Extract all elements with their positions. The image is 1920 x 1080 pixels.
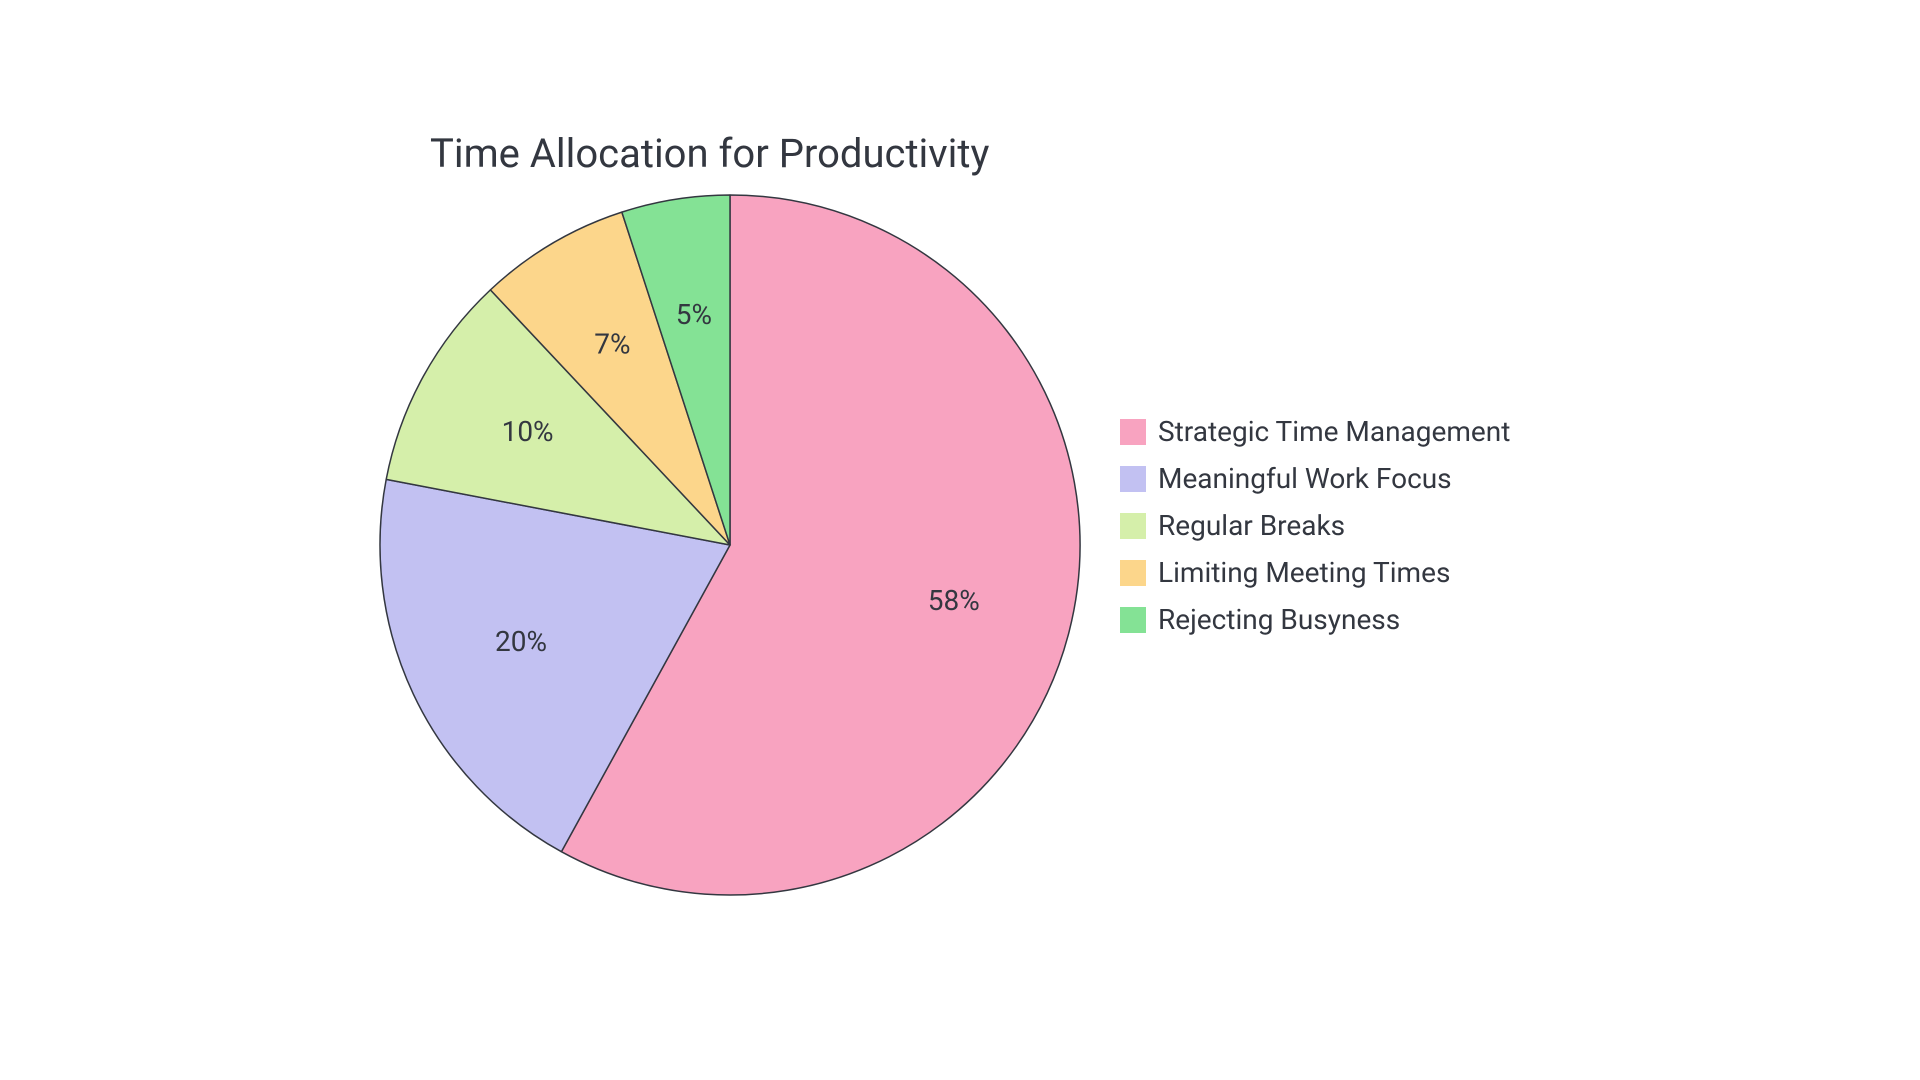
legend-item: Meaningful Work Focus <box>1120 462 1510 495</box>
legend-item: Limiting Meeting Times <box>1120 556 1510 589</box>
pie-slice-label: 20% <box>495 625 547 658</box>
legend-label: Limiting Meeting Times <box>1158 556 1450 589</box>
legend-swatch <box>1120 560 1146 586</box>
pie-slice-label: 58% <box>928 584 980 617</box>
legend: Strategic Time Management Meaningful Work… <box>1120 415 1510 636</box>
legend-swatch <box>1120 466 1146 492</box>
legend-swatch <box>1120 513 1146 539</box>
pie-slice-label: 10% <box>502 415 554 448</box>
legend-item: Rejecting Busyness <box>1120 603 1510 636</box>
pie-slice-label: 7% <box>594 328 630 361</box>
chart-title: Time Allocation for Productivity <box>430 130 989 177</box>
legend-item: Strategic Time Management <box>1120 415 1510 448</box>
legend-label: Meaningful Work Focus <box>1158 462 1452 495</box>
legend-item: Regular Breaks <box>1120 509 1510 542</box>
legend-swatch <box>1120 419 1146 445</box>
pie-slice-label: 5% <box>676 298 712 331</box>
legend-label: Regular Breaks <box>1158 509 1345 542</box>
pie-chart-container: Time Allocation for Productivity 58% 20% 1… <box>220 130 1700 950</box>
pie-chart-svg: 58% 20% 10% 7% 5% <box>370 185 1090 905</box>
legend-label: Rejecting Busyness <box>1158 603 1400 636</box>
legend-label: Strategic Time Management <box>1158 415 1510 448</box>
legend-swatch <box>1120 607 1146 633</box>
